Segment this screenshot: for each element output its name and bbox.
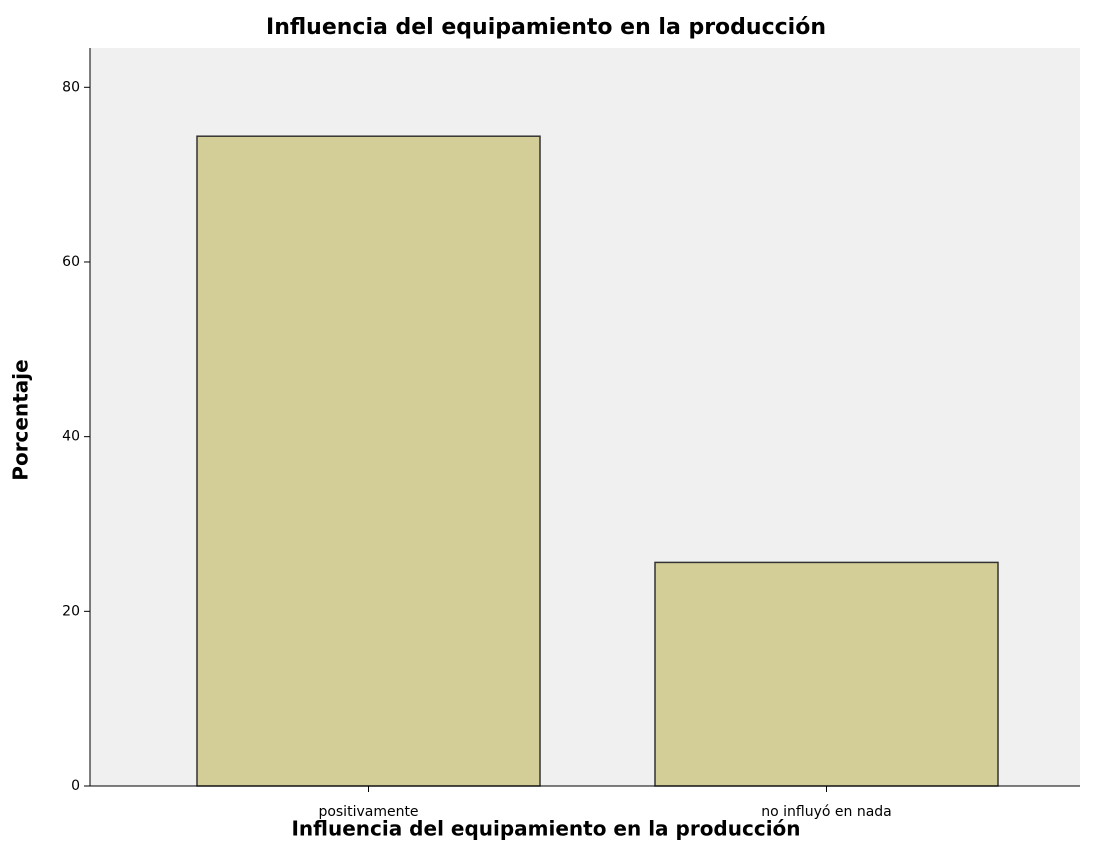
- y-tick-label: 20: [62, 603, 80, 619]
- bar: [654, 561, 999, 787]
- x-axis-label: Influencia del equipamiento en la produc…: [291, 817, 800, 841]
- x-tick-label: no influyó en nada: [761, 804, 892, 820]
- y-tick-label: 0: [71, 778, 80, 794]
- y-tick-label: 60: [62, 254, 80, 270]
- y-tick-label: 80: [62, 79, 80, 95]
- x-tick-label: positivamente: [318, 804, 418, 820]
- y-axis-label: Porcentaje: [9, 359, 33, 480]
- bar: [196, 135, 541, 787]
- chart-title: Influencia del equipamiento en la produc…: [266, 15, 826, 40]
- y-tick-label: 40: [62, 429, 80, 445]
